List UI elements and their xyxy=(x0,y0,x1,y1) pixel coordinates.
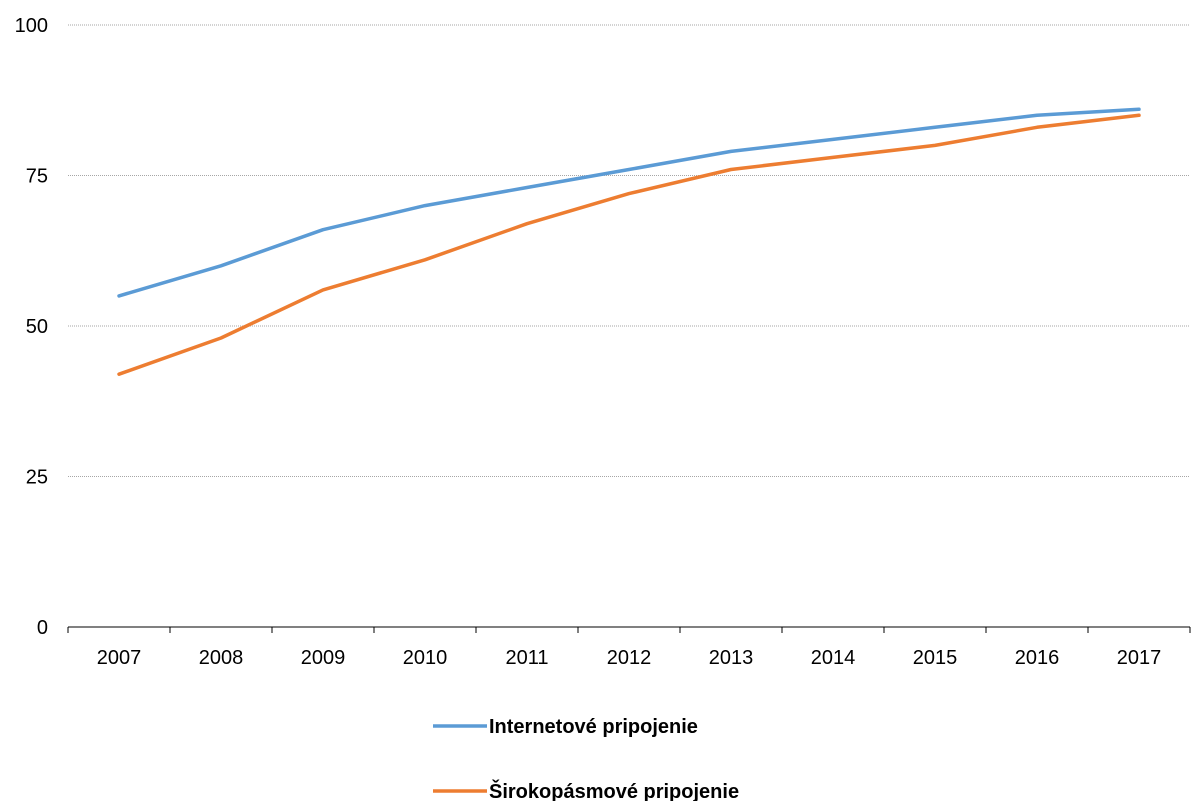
y-axis-tick-labels: 0 25 50 75 100 xyxy=(15,15,48,639)
y-tick-label: 25 xyxy=(26,467,48,489)
x-tick-label: 2012 xyxy=(607,647,652,669)
series-line-2 xyxy=(117,113,1141,376)
x-axis xyxy=(67,626,1191,633)
x-tick-label: 2009 xyxy=(301,647,346,669)
x-tick-label: 2008 xyxy=(199,647,244,669)
x-tick-label: 2014 xyxy=(811,647,856,669)
x-tick-label: 2011 xyxy=(505,647,548,669)
y-tick-label: 50 xyxy=(26,316,48,338)
y-tick-label: 0 xyxy=(37,617,48,639)
x-tick-label: 2013 xyxy=(709,647,754,669)
legend-label-broadband: Širokopásmové pripojenie xyxy=(489,779,739,801)
y-tick-label: 75 xyxy=(26,166,48,188)
x-tick-label: 2015 xyxy=(913,647,958,669)
x-tick-label: 2010 xyxy=(403,647,448,669)
x-axis-tick-labels: 2007 2008 2009 2010 2011 2012 2013 2014 2015 2016… xyxy=(97,647,1162,669)
y-tick-label: 100 xyxy=(15,15,48,37)
x-tick-label: 2016 xyxy=(1015,647,1060,669)
x-tick-label: 2007 xyxy=(97,647,142,669)
legend-label-internet: Internetové pripojenie xyxy=(489,716,698,738)
legend: Internetové pripojenie Širokopásmové pri… xyxy=(433,716,739,801)
x-tick-label: 2017 xyxy=(1117,647,1162,669)
series-lines xyxy=(117,107,1141,376)
gridlines xyxy=(68,24,1190,477)
